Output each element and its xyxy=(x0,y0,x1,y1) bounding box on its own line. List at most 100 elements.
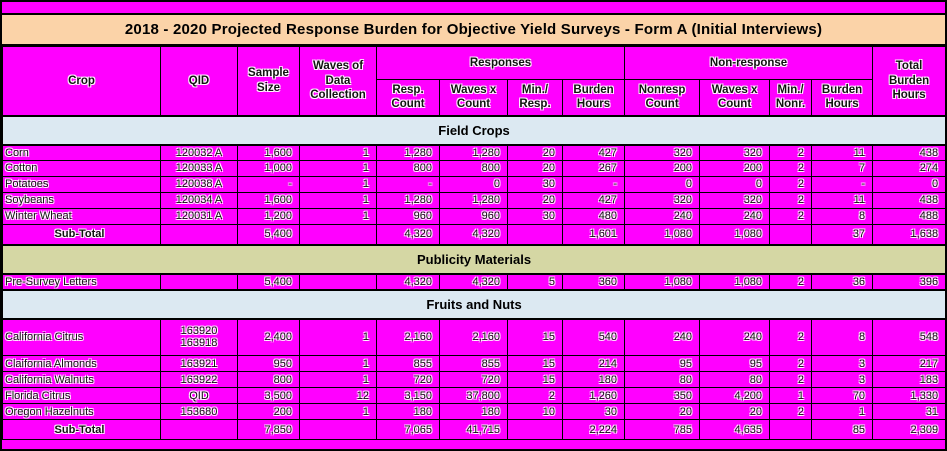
cell-waves: 1 xyxy=(299,160,377,177)
cell-crop: Pre-Survey Letters xyxy=(2,272,161,291)
cell-min-nonr: 2 xyxy=(769,192,813,209)
col-header-qid: QID xyxy=(160,46,238,116)
cell-total-burden-hours: 396 xyxy=(872,272,945,291)
cell-min-nonr: 2 xyxy=(769,403,813,421)
cell-waves: 1 xyxy=(299,208,377,225)
cell-min-nonr: 2 xyxy=(769,176,813,193)
cell-total-burden-hours: 2,309 xyxy=(872,419,945,441)
cell-nonresp-waves-x-count: 4,200 xyxy=(699,387,771,405)
cell-nonresp-count: 240 xyxy=(624,208,701,225)
table-row: Corn 120032 A 1,600 1 1,280 1,280 20 427 320 320 2… xyxy=(2,144,945,161)
cell-resp-waves-x-count: 180 xyxy=(439,403,508,421)
cell-resp-waves-x-count: 41,715 xyxy=(439,419,508,441)
cell-nonresp-count: 200 xyxy=(624,160,701,177)
cell-nonresp-waves-x-count: 1,080 xyxy=(699,224,771,245)
cell-nonresp-count: 1,080 xyxy=(624,224,701,245)
table-row: California Citrus 163920 163918 2,400 1 2,16… xyxy=(2,318,945,357)
cell-sample-size: 2,400 xyxy=(237,318,300,357)
cell-min-resp: 20 xyxy=(507,192,563,209)
table-row: Soybeans 120034 A 1,600 1 1,280 1,280 20 427 320… xyxy=(2,192,945,209)
header-sub-row: Resp. Count Waves x Count Min./ Resp. Bu… xyxy=(3,79,946,116)
cell-min-resp: 10 xyxy=(507,403,563,421)
cell-total-burden-hours: 438 xyxy=(872,144,945,161)
cell-crop: Florida Citrus xyxy=(2,387,161,405)
cell-waves xyxy=(299,419,377,441)
cell-resp-burden-hours: - xyxy=(561,176,626,193)
cell-nonresp-waves-x-count: 200 xyxy=(699,160,771,177)
cell-nonresp-waves-x-count: 320 xyxy=(699,192,771,209)
cell-nonresp-burden-hours: 85 xyxy=(811,419,874,441)
burden-table: Crop QID Sample Size Waves of Data Colle… xyxy=(2,46,946,441)
cell-min-resp: 5 xyxy=(507,272,563,291)
col-header-total-burden-hours: Total Burden Hours xyxy=(872,46,945,116)
cell-min-nonr: 2 xyxy=(769,272,813,291)
cell-min-nonr: 2 xyxy=(769,144,813,161)
col-header-resp-burden-hours: Burden Hours xyxy=(561,79,626,116)
cell-waves: 1 xyxy=(299,318,377,357)
cell-total-burden-hours: 548 xyxy=(872,318,945,357)
cell-resp-burden-hours: 180 xyxy=(561,371,626,389)
cell-min-resp: 30 xyxy=(507,176,563,193)
cell-total-burden-hours: 31 xyxy=(872,403,945,421)
cell-nonresp-count: 785 xyxy=(624,419,701,441)
cell-qid: QID xyxy=(160,387,238,405)
cell-sample-size: 3,500 xyxy=(237,387,300,405)
page-title: 2018 - 2020 Projected Response Burden fo… xyxy=(2,15,945,46)
cell-resp-burden-hours: 480 xyxy=(561,208,626,225)
col-header-waves: Waves of Data Collection xyxy=(299,46,377,116)
group-header-responses: Responses xyxy=(375,46,626,80)
cell-resp-burden-hours: 427 xyxy=(561,192,626,209)
cell-resp-burden-hours: 1,601 xyxy=(561,224,626,245)
cell-nonresp-waves-x-count: 240 xyxy=(699,208,771,225)
cell-nonresp-waves-x-count: 0 xyxy=(699,176,771,193)
cell-min-resp: 15 xyxy=(507,318,563,357)
cell-resp-burden-hours: 267 xyxy=(561,160,626,177)
table-row: Pre-Survey Letters 5,400 4,320 4,320 5 360 1,0… xyxy=(2,272,945,291)
section-band: Fruits and Nuts xyxy=(2,288,945,320)
cell-nonresp-burden-hours: 37 xyxy=(811,224,874,245)
cell-waves: 1 xyxy=(299,403,377,421)
section-band: Publicity Materials xyxy=(2,243,945,275)
cell-resp-waves-x-count: 0 xyxy=(439,176,508,193)
cell-qid: 163922 xyxy=(160,371,238,389)
cell-resp-waves-x-count: 1,280 xyxy=(439,144,508,161)
cell-resp-count: 4,320 xyxy=(376,272,440,291)
header-group-row: Crop QID Sample Size Waves of Data Colle… xyxy=(2,46,945,116)
group-header-nonresponse: Non-response xyxy=(624,46,874,80)
cell-crop: Sub-Total xyxy=(2,224,161,245)
cell-crop: Claifornia Almonds xyxy=(2,355,161,373)
cell-resp-count: 180 xyxy=(376,403,440,421)
col-header-nonresp-burden-hours: Burden Hours xyxy=(811,79,874,116)
cell-crop: Sub-Total xyxy=(2,419,161,441)
cell-resp-count: 960 xyxy=(376,208,440,225)
col-header-resp-waves-x-count: Waves x Count xyxy=(439,79,508,116)
col-header-nonresp-waves-x-count: Waves x Count xyxy=(699,79,771,116)
subtotal-row: Sub-Total 7,850 7,065 41,715 2,224 785 4,635 85… xyxy=(2,419,945,441)
col-header-min-nonr: Min./ Nonr. xyxy=(769,79,813,116)
cell-resp-count: 3,150 xyxy=(376,387,440,405)
cell-resp-count: 4,320 xyxy=(376,224,440,245)
cell-resp-count: 855 xyxy=(376,355,440,373)
cell-min-nonr xyxy=(769,419,813,441)
cell-min-resp: 30 xyxy=(507,208,563,225)
cell-min-resp: 15 xyxy=(507,371,563,389)
cell-resp-burden-hours: 427 xyxy=(561,144,626,161)
table-row: Florida Citrus QID 3,500 12 3,150 37,800 2 1,26… xyxy=(2,387,945,405)
cell-resp-count: 1,280 xyxy=(376,144,440,161)
top-spacer-strip xyxy=(2,2,945,15)
cell-crop: Cotton xyxy=(2,160,161,177)
cell-nonresp-burden-hours: 70 xyxy=(811,387,874,405)
cell-resp-waves-x-count: 4,320 xyxy=(439,224,508,245)
col-header-min-resp: Min./ Resp. xyxy=(507,79,563,116)
section-band: Field Crops xyxy=(2,114,945,146)
table-row: Cotton 120033 A 1,000 1 800 800 20 267 200 200 2 7 2… xyxy=(2,160,945,177)
cell-nonresp-waves-x-count: 240 xyxy=(699,318,771,357)
cell-crop: Winter Wheat xyxy=(2,208,161,225)
table-header: Crop QID Sample Size Waves of Data Colle… xyxy=(2,46,946,116)
cell-min-resp: 20 xyxy=(507,160,563,177)
cell-resp-count: 2,160 xyxy=(376,318,440,357)
cell-qid: 163920 163918 xyxy=(160,318,238,357)
cell-nonresp-count: 320 xyxy=(624,144,701,161)
cell-crop: California Walnuts xyxy=(2,371,161,389)
